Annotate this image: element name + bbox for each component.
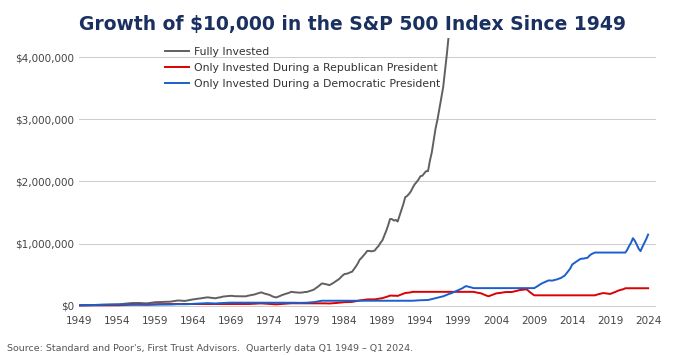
- Only Invested During a Republican President: [74, 303, 83, 307]
- Only Invested During a Republican President: [603, 291, 611, 296]
- Only Invested During a Democratic President: [324, 299, 332, 303]
- Only Invested During a Republican President: [305, 301, 313, 305]
- Only Invested During a Republican President: [555, 293, 563, 297]
- Only Invested During a Democratic President: [464, 284, 472, 289]
- Line: Only Invested During a Republican President: Only Invested During a Republican Presid…: [79, 288, 648, 305]
- Only Invested During a Republican President: [621, 286, 630, 290]
- Legend: Fully Invested, Only Invested During a Republican President, Only Invested Durin: Fully Invested, Only Invested During a R…: [165, 47, 441, 89]
- Line: Only Invested During a Democratic President: Only Invested During a Democratic Presid…: [79, 235, 648, 305]
- Fully Invested: [324, 283, 332, 287]
- Only Invested During a Democratic President: [644, 233, 652, 237]
- Only Invested During a Democratic President: [305, 300, 313, 305]
- Only Invested During a Republican President: [464, 290, 472, 294]
- Text: Growth of $10,000 in the S&P 500 Index Since 1949: Growth of $10,000 in the S&P 500 Index S…: [79, 15, 626, 34]
- Only Invested During a Republican President: [644, 286, 652, 290]
- Fully Invested: [305, 289, 313, 294]
- Fully Invested: [74, 303, 83, 307]
- Only Invested During a Democratic President: [523, 286, 531, 290]
- Only Invested During a Democratic President: [74, 303, 83, 307]
- Text: Source: Standard and Poor's, First Trust Advisors.  Quarterly data Q1 1949 – Q1 : Source: Standard and Poor's, First Trust…: [7, 344, 413, 353]
- Line: Fully Invested: Fully Invested: [79, 0, 648, 305]
- Only Invested During a Republican President: [523, 287, 531, 291]
- Only Invested During a Democratic President: [555, 277, 563, 281]
- Only Invested During a Republican President: [324, 301, 332, 306]
- Only Invested During a Democratic President: [603, 250, 611, 255]
